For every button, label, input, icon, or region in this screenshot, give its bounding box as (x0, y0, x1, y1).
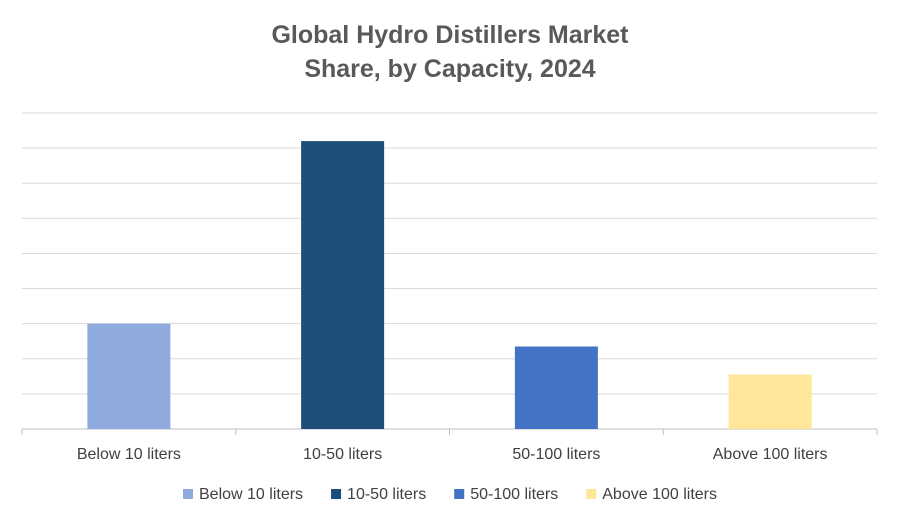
bar-3 (514, 346, 598, 429)
chart-title-line-1: Global Hydro Distillers Market (271, 21, 629, 49)
x-tick-label: 10-50 liters (303, 446, 382, 463)
chart-title-line-2: Share, by Capacity, 2024 (304, 55, 596, 83)
legend-label: Below 10 liters (199, 486, 303, 503)
legend-label: Above 100 liters (602, 486, 717, 503)
chart-title: Global Hydro Distillers Market Share, by… (0, 18, 900, 86)
legend-swatch (183, 489, 194, 499)
x-tick-label: Above 100 liters (713, 446, 828, 463)
legend-label: 10-50 liters (347, 486, 426, 503)
legend-label: 50-100 liters (470, 486, 558, 503)
legend-swatch (586, 489, 597, 499)
x-tick-label: 50-100 liters (512, 446, 600, 463)
legend-swatch (454, 489, 465, 499)
x-tick-label: Below 10 liters (77, 446, 181, 463)
bar-2 (301, 141, 385, 430)
bar-1 (87, 323, 171, 429)
legend-swatch (331, 489, 342, 499)
bar-4 (728, 374, 812, 429)
